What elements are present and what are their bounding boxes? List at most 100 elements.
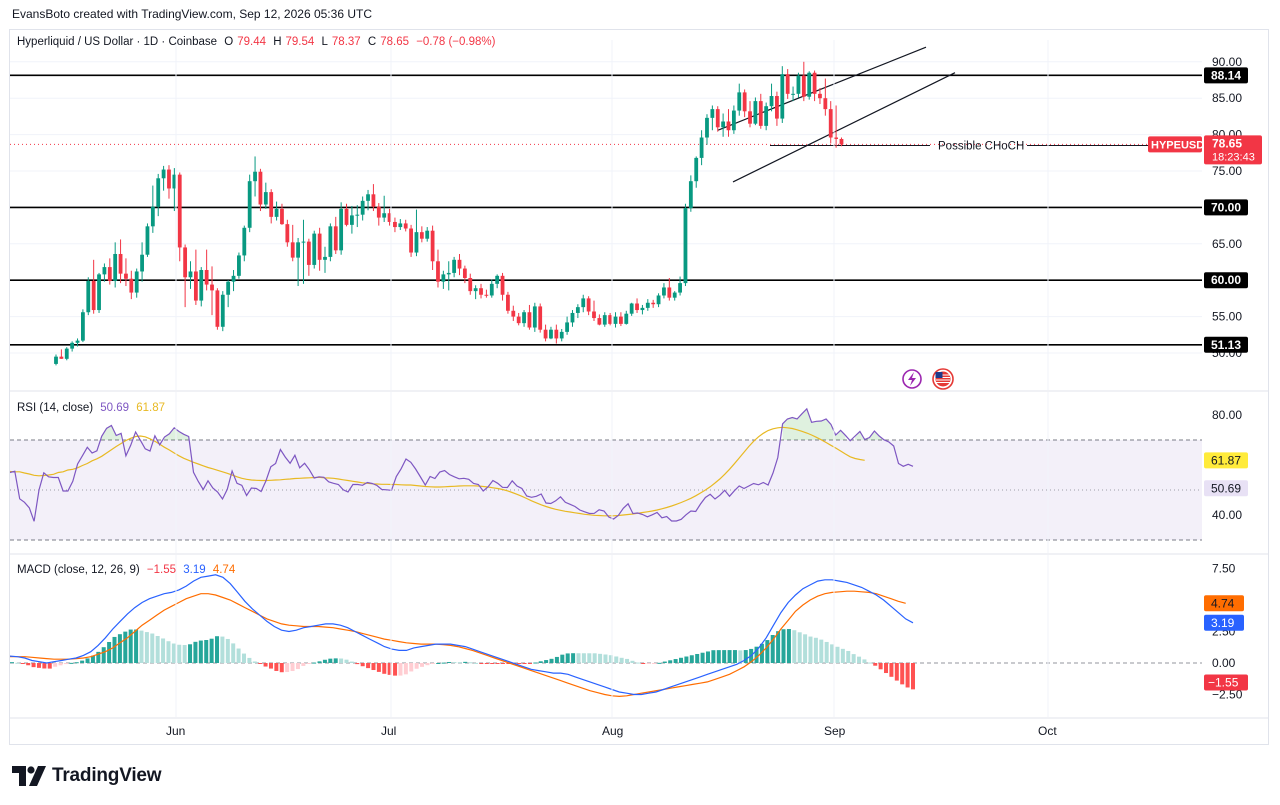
macd-histogram-bar [301,663,306,666]
macd-histogram-bar [420,663,425,667]
candle [296,242,300,258]
macd-histogram-bar [36,663,41,668]
price-axis-tick-label: 55.00 [1212,310,1242,324]
macd-signal-tag-label: 4.74 [1211,596,1235,610]
macd-histogram-bar [371,663,376,671]
candle [285,224,290,243]
candle [619,316,623,324]
candle [280,208,284,225]
rsi-ma-value-tag-label: 61.87 [1211,453,1241,467]
candle [635,303,639,311]
macd-histogram-bar [220,636,225,663]
candle [699,137,704,158]
tradingview-logo-text: TradingView [52,765,162,786]
macd-histogram-bar [295,663,300,670]
candle [172,174,177,189]
macd-histogram-bar [425,663,430,666]
macd-histogram-bar [398,663,403,676]
macd-legend-label: MACD (close, 12, 26, 9) [17,564,140,576]
macd-histogram-bar [317,661,322,663]
candle [269,192,274,217]
chart-credit-note: EvansBoto created with TradingView.com, … [12,7,372,21]
candle [323,256,327,260]
candle [290,242,295,258]
candle [193,271,198,301]
candle [237,255,241,276]
macd-histogram-bar [128,629,133,663]
macd-histogram-bar [53,663,58,667]
channel-lower-line [732,72,956,183]
macd-histogram-bar [635,662,640,664]
rsi-overbought-fill [782,408,846,440]
candle [554,329,559,339]
candle [382,213,387,218]
candle [75,340,80,343]
macd-histogram-bar [619,657,624,663]
macd-histogram-bar [878,663,883,670]
macd-histogram-bar [549,658,554,663]
macd-histogram-bar [236,648,241,663]
macd-histogram-bar [241,653,246,663]
candle [328,226,333,257]
macd-histogram-bar [538,661,543,663]
macd-histogram-bar [695,653,700,663]
candle [748,111,752,124]
macd-histogram-bar [587,653,592,663]
macd-histogram-bar [646,663,651,664]
rsi-legend-value: 50.69 [100,402,130,414]
macd-histogram-bar [759,643,764,663]
symbol-tag-label: HYPEUSD [1151,139,1204,151]
candle [710,109,715,118]
macd-histogram-bar [862,659,867,663]
candle [215,290,220,327]
price-axis-tick-label: 75.00 [1212,164,1242,178]
macd-histogram-bar [69,662,74,664]
macd-histogram-bar [652,663,657,664]
rsi-value-tag-label: 50.69 [1211,481,1241,495]
macd-histogram-bar [846,650,851,663]
macd-histogram-bar [576,653,581,663]
candle [629,303,634,314]
candle [204,270,209,285]
price-legend-close: C 78.65 [367,36,409,48]
candle [662,287,666,296]
macd-histogram-bar [608,655,613,663]
candle [274,208,279,217]
level-price-tag-label: 70.00 [1211,200,1241,214]
time-axis-tick-label: Oct [1038,724,1057,738]
candle [398,223,403,228]
macd-histogram-bar [894,663,899,681]
candle [258,171,263,205]
us-flag-icon [932,368,954,390]
macd-histogram-bar [123,631,128,663]
candle [134,271,139,293]
candle [366,194,370,201]
macd-histogram-bar [333,658,338,663]
candle [721,121,726,128]
macd-histogram-bar [533,662,538,664]
rsi-legend-ma-value: 61.87 [136,402,166,414]
candle [581,298,586,308]
candle [608,315,613,324]
candle [645,302,650,308]
candle [452,259,457,273]
tradingview-logo[interactable]: TradingView [12,764,162,788]
candle [586,298,591,312]
candle [177,174,182,248]
macd-histogram-bar [754,646,759,663]
macd-histogram-bar [306,663,311,664]
macd-histogram-bar [495,663,500,664]
macd-histogram-bar [689,655,694,663]
macd-axis-tick-label: 0.00 [1212,656,1236,670]
macd-histogram-bar [144,632,149,663]
candle [350,215,354,225]
macd-histogram-bar [851,654,856,663]
candle [834,137,838,139]
macd-histogram-bar [813,637,818,663]
macd-histogram-bar [414,663,419,669]
macd-histogram-bar [349,661,354,663]
candle [758,101,763,126]
price-axis-tick-label: 85.00 [1212,91,1242,105]
macd-histogram-bar [781,629,786,663]
